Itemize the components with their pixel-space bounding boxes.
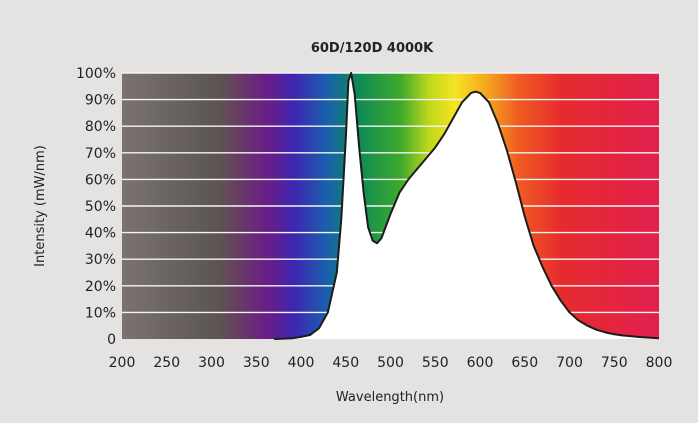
y-tick-label: 100% [76,66,116,82]
x-tick-label: 550 [422,355,449,371]
x-tick-label: 200 [109,355,136,371]
y-tick-label: 70% [85,146,116,162]
y-tick-label: 80% [85,119,116,135]
spectrum-area [274,72,660,340]
x-tick-label: 700 [556,355,583,371]
spectrum-line [274,72,660,340]
x-tick-label: 750 [601,355,628,371]
x-tick-label: 400 [288,355,315,371]
y-tick-label: 90% [85,93,116,109]
y-tick-label: 10% [85,305,116,321]
x-tick-label: 600 [467,355,494,371]
y-tick-label: 20% [85,279,116,295]
chart-title: 60D/120D 4000K [311,41,434,56]
x-tick-label: 650 [511,355,538,371]
x-tick-label: 450 [332,355,359,371]
y-axis-label: Intensity (mW/nm) [33,145,48,267]
y-axis-ticks: 0 10% 20% 30% 40% 50% 60% 70% 80% 90% 100% [76,66,116,348]
spectrum-fill [274,73,659,339]
x-tick-label: 800 [646,355,673,371]
y-tick-label: 60% [85,172,116,188]
y-tick-label: 0 [107,332,116,348]
x-axis-label: Wavelength(nm) [336,390,444,405]
x-axis-ticks: 200 250 300 350 400 450 500 550 600 650 700 750 800 [109,355,673,371]
x-tick-label: 250 [153,355,180,371]
x-tick-label: 300 [198,355,225,371]
y-tick-label: 40% [85,226,116,242]
x-tick-label: 350 [243,355,270,371]
x-tick-label: 500 [377,355,404,371]
y-tick-label: 50% [85,199,116,215]
y-tick-label: 30% [85,252,116,268]
